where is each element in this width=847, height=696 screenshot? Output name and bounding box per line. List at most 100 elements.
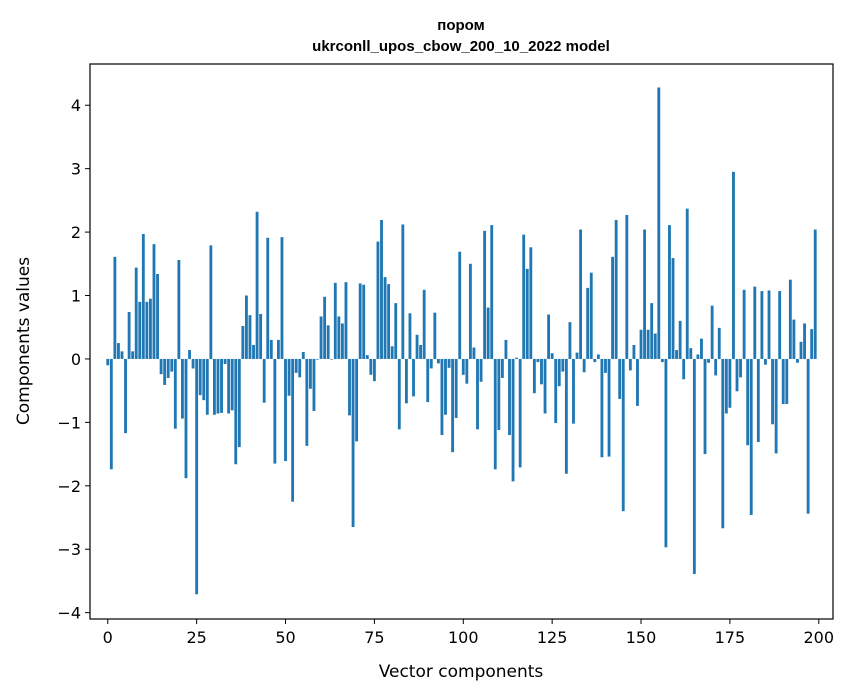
bar-80 (390, 346, 394, 359)
bar-184 (760, 291, 764, 359)
x-axis-ticks: 0 25 50 75 100 125 150 175 200 (103, 619, 834, 647)
bar-55 (301, 351, 305, 359)
bar-59 (316, 358, 319, 360)
bar-60 (319, 316, 323, 359)
bar-61 (323, 296, 327, 359)
bar-27 (202, 358, 206, 401)
bar-104 (476, 358, 479, 430)
bar-125 (550, 353, 554, 359)
bar-85 (408, 313, 412, 359)
bar-48 (276, 339, 280, 359)
bar-63 (330, 358, 334, 360)
bar-146 (625, 214, 629, 359)
bar-20 (177, 259, 181, 359)
bar-64 (333, 282, 337, 359)
y-tick-label: −2 (57, 477, 81, 496)
bar-158 (668, 225, 671, 359)
bar-177 (735, 358, 739, 392)
bar-86 (412, 358, 415, 397)
bar-159 (671, 258, 675, 359)
bar-118 (525, 268, 529, 359)
bar-122 (540, 358, 543, 385)
bar-134 (582, 358, 586, 373)
bar-112 (504, 339, 508, 359)
bar-136 (589, 272, 593, 359)
bar-43 (259, 313, 263, 359)
bar-195 (799, 341, 803, 359)
bar-169 (707, 358, 710, 363)
bar-15 (159, 358, 163, 375)
y-axis-label: Components values (14, 257, 34, 425)
bar-129 (564, 358, 568, 474)
chart-title: пором (437, 17, 484, 34)
y-tick-label: −4 (57, 604, 81, 623)
bar-135 (586, 287, 590, 359)
bar-96 (447, 358, 451, 368)
bars-group (106, 87, 817, 595)
x-tick-label: 150 (626, 628, 657, 647)
bar-51 (287, 358, 291, 396)
y-tick-label: 1 (71, 287, 81, 306)
x-tick-label: 175 (715, 628, 746, 647)
bar-71 (358, 283, 362, 359)
bar-81 (394, 303, 398, 359)
bar-9 (138, 301, 142, 359)
bar-143 (614, 220, 618, 359)
bar-30 (213, 358, 216, 415)
bar-194 (796, 358, 799, 363)
bar-8 (134, 267, 138, 359)
bar-6 (127, 312, 131, 359)
bar-21 (181, 358, 184, 419)
bar-10 (141, 233, 145, 359)
bar-108 (490, 225, 494, 359)
bar-23 (188, 350, 191, 359)
bar-168 (703, 358, 707, 455)
y-tick-label: 2 (71, 223, 81, 242)
bar-187 (771, 358, 774, 425)
bar-115 (515, 357, 519, 359)
bar-128 (561, 358, 565, 372)
x-tick-label: 0 (103, 628, 113, 647)
bar-47 (273, 358, 277, 464)
bar-83 (401, 224, 405, 359)
bar-166 (696, 354, 700, 359)
bar-40 (248, 315, 252, 359)
bar-49 (280, 237, 284, 359)
bar-18 (170, 358, 174, 372)
x-axis-label: Vector components (379, 662, 544, 682)
bar-88 (419, 344, 423, 359)
x-tick-label: 100 (448, 628, 479, 647)
bar-50 (284, 358, 287, 462)
bar-155 (657, 87, 661, 359)
bar-1 (109, 358, 113, 470)
bar-53 (294, 358, 298, 373)
bar-153 (650, 303, 654, 359)
bar-76 (376, 241, 380, 359)
bar-154 (653, 333, 657, 359)
bar-0 (106, 358, 110, 366)
bar-175 (728, 358, 732, 408)
bar-192 (788, 279, 792, 359)
bar-33 (223, 358, 227, 365)
bar-161 (678, 320, 682, 359)
bar-103 (472, 347, 476, 359)
bar-36 (234, 358, 238, 465)
bar-111 (500, 358, 504, 378)
chart-subtitle: ukrconll_upos_cbow_200_10_2022 model (312, 38, 610, 55)
bar-42 (255, 211, 259, 359)
bar-133 (579, 229, 583, 359)
bar-37 (237, 358, 241, 448)
x-tick-label: 200 (804, 628, 835, 647)
bar-173 (721, 358, 725, 529)
bar-107 (486, 307, 490, 359)
bar-105 (479, 358, 483, 382)
bar-90 (426, 358, 430, 403)
bar-199 (813, 229, 817, 359)
bar-58 (312, 358, 316, 411)
bar-89 (422, 289, 426, 359)
bar-126 (554, 358, 558, 423)
bar-41 (252, 344, 255, 359)
bar-29 (209, 245, 213, 359)
bar-141 (607, 358, 611, 457)
